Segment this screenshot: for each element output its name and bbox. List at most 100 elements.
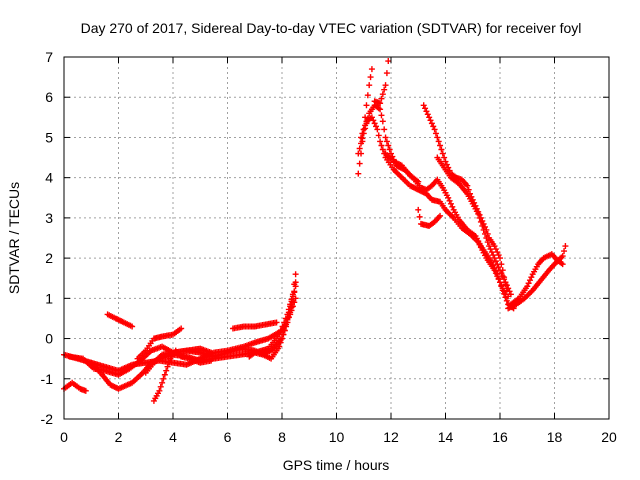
data-point [447,200,454,207]
data-point [423,108,430,115]
data-point [502,279,509,286]
data-point [424,111,431,118]
data-point [497,255,503,262]
data-point [416,213,423,220]
data-point [446,197,453,204]
data-point [443,161,450,168]
data-point [494,273,501,280]
data-track [246,279,299,360]
chart-title: Day 270 of 2017, Sidereal Day-to-day VTE… [81,20,582,36]
data-point [482,223,489,230]
data-point [498,282,505,289]
data-point [505,285,512,292]
data-point [382,82,389,89]
data-point [432,130,439,137]
data-point [378,112,385,119]
data-point [497,279,503,286]
x-tick-label: 8 [278,429,286,445]
data-point [427,117,434,124]
grid-lines [64,57,609,419]
data-point [482,230,489,237]
data-point [431,126,438,133]
data-point [503,297,510,304]
data-point [160,375,167,382]
data-point [379,118,386,125]
y-tick-label: -1 [41,371,54,387]
data-point [367,74,374,81]
x-tick-label: 6 [224,429,232,445]
data-point [476,214,483,221]
data-point [164,363,171,370]
data-point [501,288,508,295]
data-point [446,167,453,174]
data-point [383,70,390,77]
data-point [494,261,501,268]
y-tick-labels: -2 -1 0 1 2 3 4 5 6 7 [41,49,54,427]
data-track [507,251,566,308]
data-point [280,331,287,338]
data-point [178,325,185,332]
data-point [366,82,373,89]
data-point [385,142,392,149]
data-point [483,235,490,241]
data-point [358,134,365,141]
data-point [499,273,506,280]
data-point [495,252,502,259]
data-point [507,291,514,298]
y-tick-label: 3 [45,210,53,226]
data-track [371,58,392,107]
data-point [441,154,448,161]
data-point [273,319,280,326]
data-point [383,138,390,145]
data-point [498,270,505,277]
data-point [495,276,502,283]
data-point [492,258,499,265]
data-point [385,58,392,65]
y-tick-label: 7 [45,49,53,65]
data-points [61,58,569,404]
data-point [386,146,393,153]
data-point [438,146,445,153]
data-track [104,311,136,330]
y-tick-label: 2 [45,250,53,266]
data-point [379,91,386,98]
data-point [422,105,429,112]
data-point [526,277,533,284]
data-point [501,276,508,283]
data-point [370,117,377,124]
data-point [292,279,299,286]
data-point [371,120,378,127]
y-tick-label: 5 [45,129,53,145]
data-point [377,106,384,113]
data-point [492,270,499,277]
x-tick-label: 14 [438,429,454,445]
data-point [208,357,215,364]
data-point [439,150,446,157]
data-point [281,327,288,334]
data-point [480,226,487,233]
data-point [499,285,506,292]
data-point [285,314,292,321]
x-tick-label: 10 [329,429,345,445]
data-point [378,95,385,102]
data-point [445,194,452,201]
x-tick-label: 20 [601,429,617,445]
data-point [368,66,375,73]
data-point [292,271,299,278]
x-tick-label: 16 [492,429,508,445]
data-point [356,160,363,167]
y-tick-label: 0 [45,331,53,347]
data-point [379,146,386,153]
data-point [355,150,362,157]
data-point [475,210,482,217]
data-point [157,383,164,390]
data-track [420,102,512,300]
data-point [159,379,166,386]
data-point [488,249,495,256]
data-point [358,140,365,147]
data-point [291,289,298,296]
data-point [491,255,498,262]
data-point [161,371,168,378]
axis-ticks [63,56,610,420]
